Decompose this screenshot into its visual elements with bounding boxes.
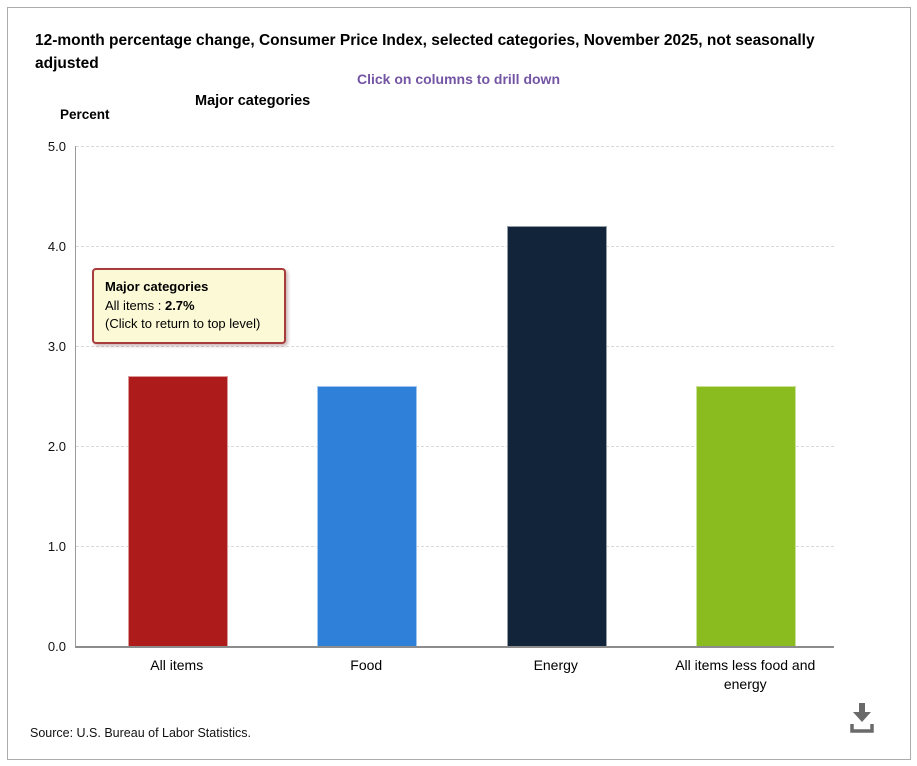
gridline: [76, 246, 834, 247]
tooltip-title: Major categories: [105, 279, 209, 294]
drilldown-tooltip[interactable]: Major categories All items : 2.7% (Click…: [92, 268, 286, 344]
chart-series-title: Major categories: [195, 93, 311, 109]
tooltip-value-line: All items : 2.7%: [105, 297, 273, 315]
bar-all-items-less-food-and-energy[interactable]: [696, 386, 797, 646]
y-tick-label: 2.0: [47, 439, 66, 454]
x-tick-label: Food: [350, 657, 383, 673]
gridline: [76, 346, 834, 347]
y-tick-label: 4.0: [47, 239, 66, 254]
y-tick-label: 0.0: [47, 639, 66, 654]
source-note: Source: U.S. Bureau of Labor Statistics.: [30, 726, 251, 740]
gridline: [76, 146, 834, 147]
y-tick-label: 1.0: [47, 539, 66, 554]
tooltip-value: 2.7%: [164, 298, 195, 313]
tooltip-series-label: All items :: [105, 298, 165, 313]
tooltip-note: (Click to return to top level): [105, 316, 261, 331]
bar-energy[interactable]: [506, 226, 607, 646]
bar-all-items[interactable]: [127, 376, 228, 646]
y-tick-label: 3.0: [47, 339, 66, 354]
x-tick-label: Energy: [533, 657, 578, 673]
gridline: [76, 446, 834, 447]
x-tick-label: All items less food and energy: [675, 657, 816, 692]
x-tick-label: All items: [150, 657, 204, 673]
plot-area: [75, 146, 834, 648]
download-icon[interactable]: [845, 699, 879, 737]
bar-food[interactable]: [317, 386, 418, 646]
chart-main-title: 12-month percentage change, Consumer Pri…: [35, 32, 815, 72]
gridline: [76, 546, 834, 547]
y-axis-title: Percent: [60, 107, 110, 122]
y-tick-label: 5.0: [47, 139, 66, 154]
drilldown-hint: Click on columns to drill down: [356, 71, 560, 87]
